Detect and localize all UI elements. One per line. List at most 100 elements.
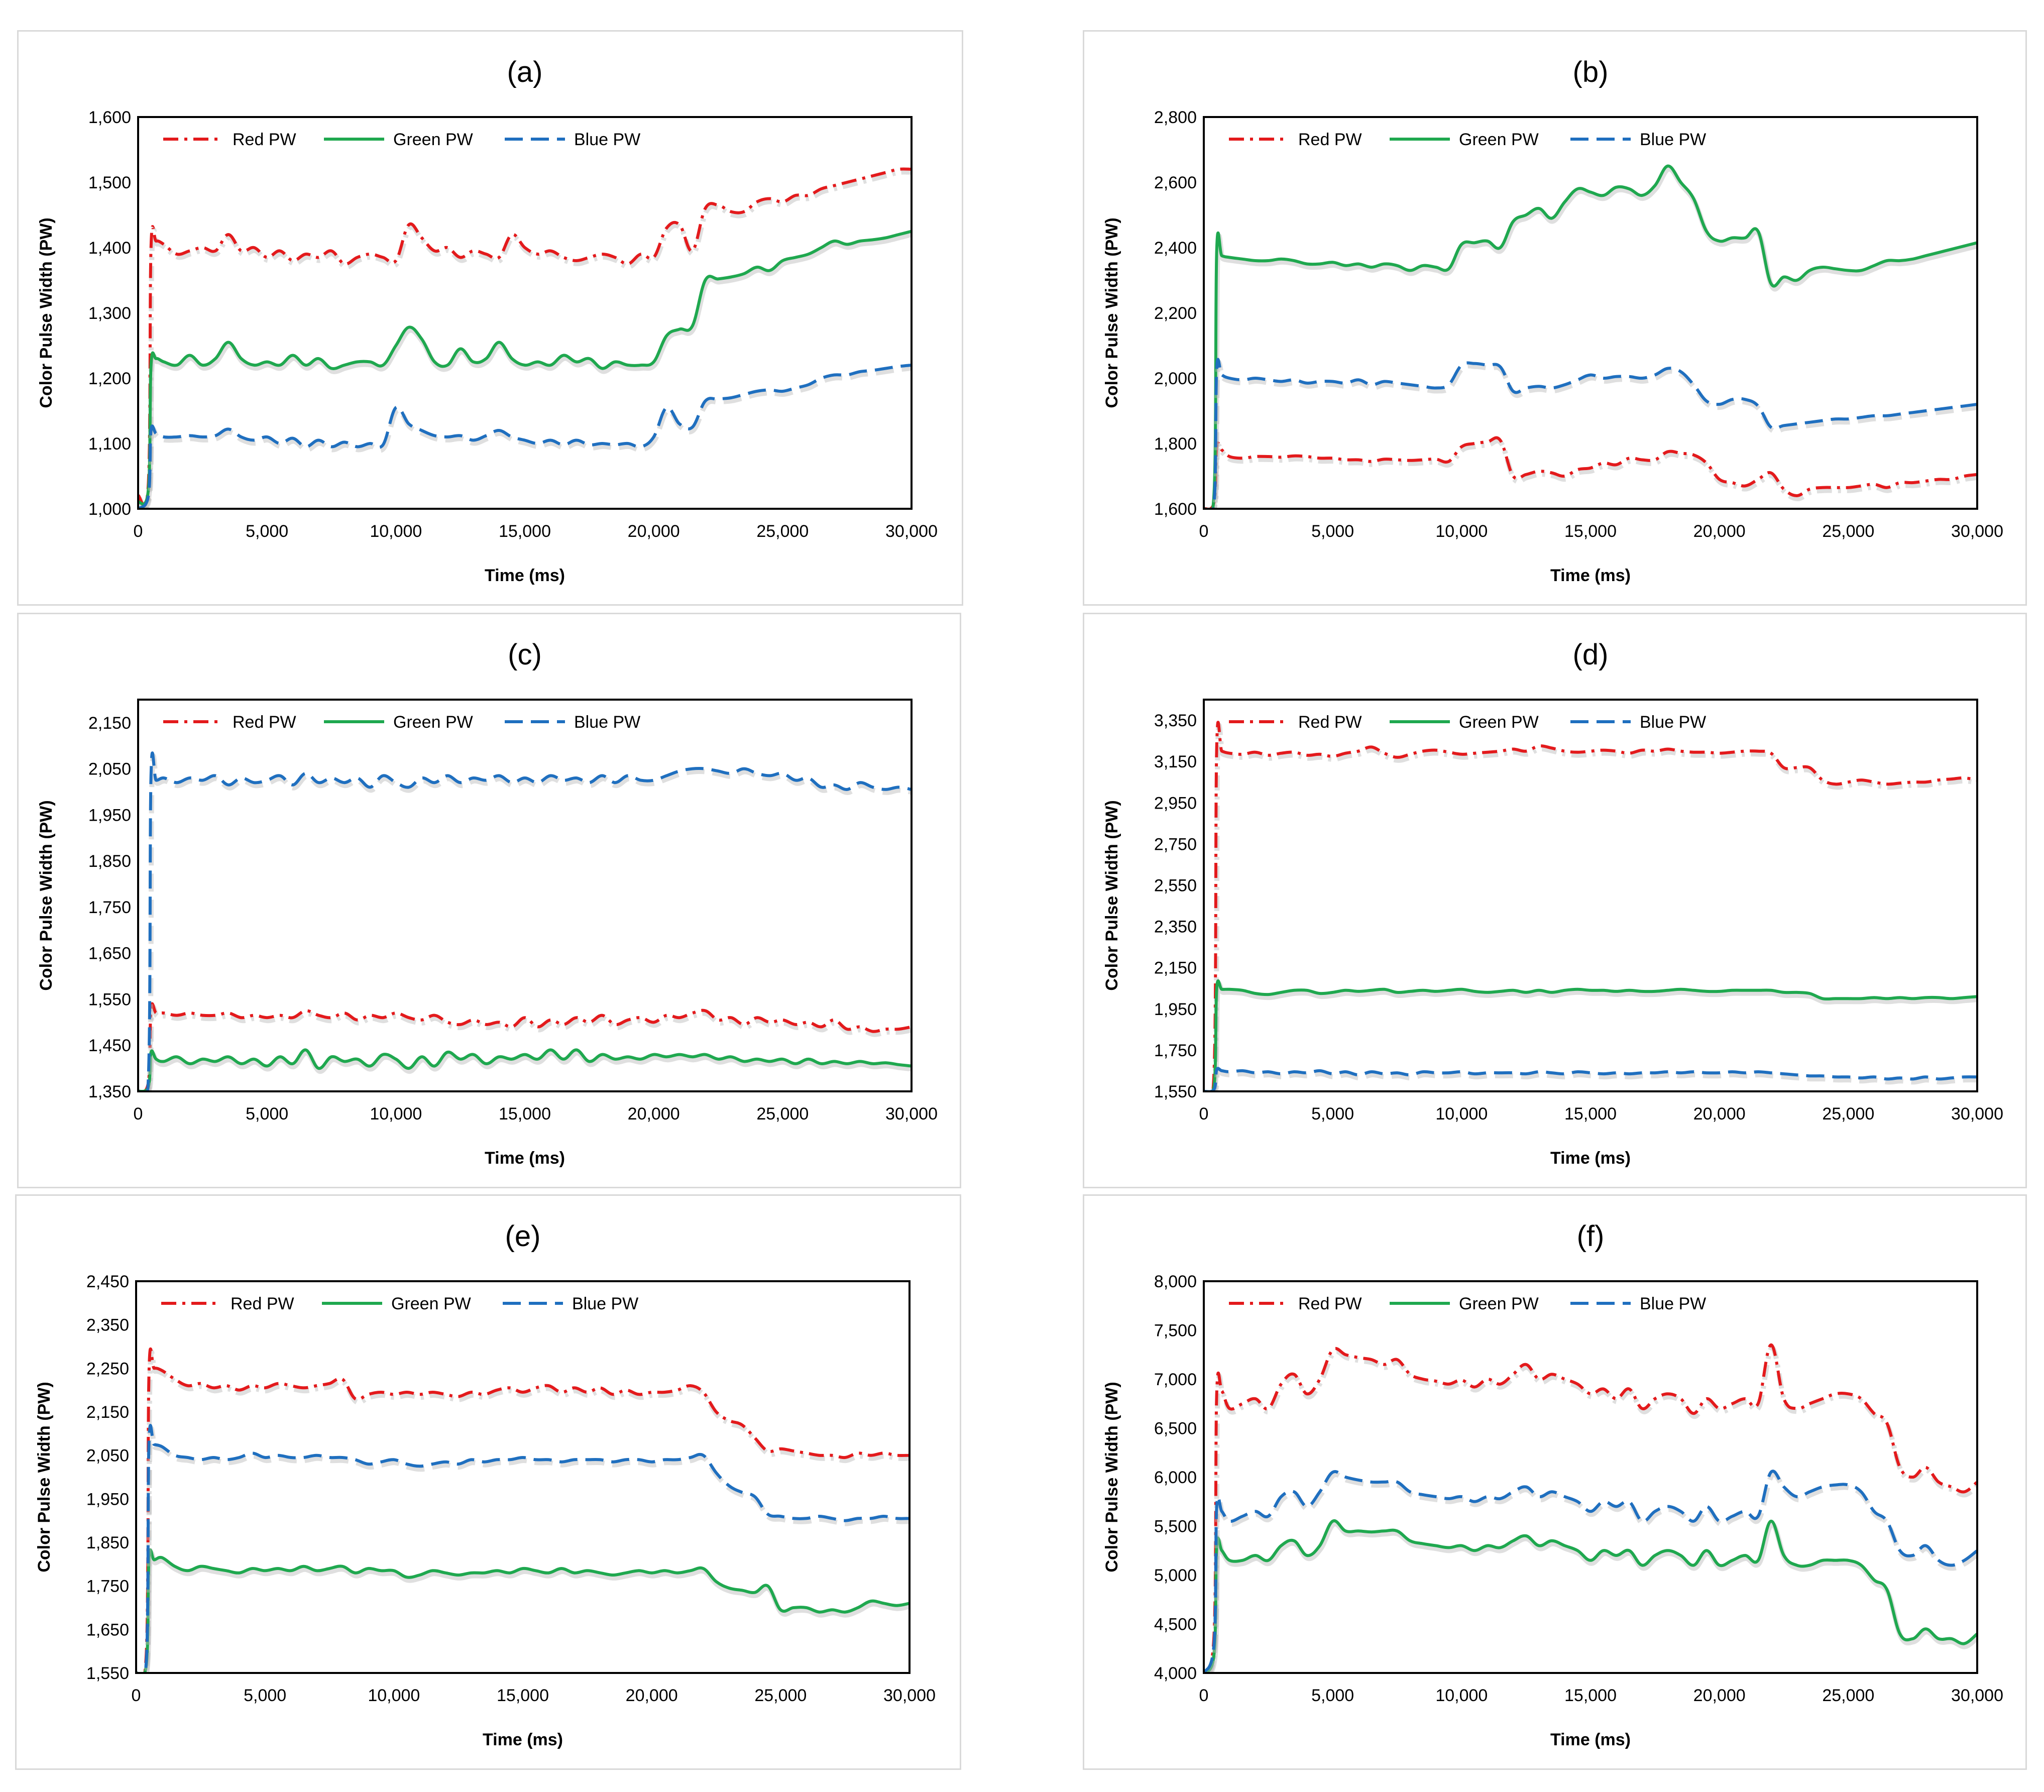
series-line-red-pw-c [138,1002,912,1091]
series-line-blue-pw-f [1204,1470,1977,1673]
x-axis-label-d: Time (ms) [1550,1149,1631,1168]
x-axis-label-e: Time (ms) [483,1730,563,1749]
x-tick-label-b: 0 [1199,522,1209,541]
x-tick-label-b: 25,000 [1822,522,1874,541]
x-tick-label-e: 10,000 [368,1686,420,1705]
chart-panel-c: (c) 1,350 1,450 1,550 1,650 1,750 1,850 1,950 2,… [17,613,961,1188]
x-tick-label-f: 15,000 [1564,1686,1617,1705]
chart-e: (e) 1,550 1,650 1,750 1,850 1,950 2,050 2,150 2,… [35,1220,936,1749]
series-line-green-pw-a [138,230,912,506]
x-tick-label-e: 0 [132,1686,141,1705]
x-tick-label-b: 30,000 [1951,522,2003,541]
x-tick-label-a: 25,000 [756,522,809,541]
series-line-green-pw-e [136,1548,910,1673]
x-tick-label-f: 0 [1199,1686,1209,1705]
y-tick-label-b: 2,600 [1154,173,1197,192]
x-tick-label-a: 5,000 [246,522,288,541]
y-tick-label-e: 1,550 [86,1664,129,1683]
series-line-green-pw-c [138,1048,912,1091]
chart-a: (a) 1,000 1,100 1,200 1,300 1,400 1,500 1,600 0 5… [37,56,938,585]
series-line-blue-pw-c [138,751,912,1091]
series-line-blue-pw-a [138,364,912,509]
x-tick-label-c: 25,000 [756,1104,809,1124]
legend-label-f: Green PW [1459,1294,1539,1313]
y-tick-label-b: 2,000 [1154,369,1197,388]
series-line-green-pw-d [1204,979,1977,1091]
legend-label-e: Blue PW [572,1294,638,1313]
y-tick-label-a: 1,600 [88,108,131,127]
y-tick-label-c: 1,850 [88,852,131,871]
legend-label-d: Blue PW [1640,713,1706,732]
chart-title-f: (f) [1577,1220,1605,1253]
series-shadow-f [1204,1345,1977,1673]
chart-panel-f: (f) 4,000 4,500 5,000 5,500 6,000 6,500 7,000 7,… [1083,1194,2027,1770]
x-tick-label-a: 15,000 [499,522,551,541]
chart-title-b: (b) [1573,56,1609,88]
y-tick-label-d: 2,950 [1154,794,1197,813]
x-tick-label-f: 25,000 [1822,1686,1874,1705]
y-tick-label-e: 2,050 [86,1446,129,1466]
series-shadow-b [1212,360,1977,509]
legend-label-e: Green PW [391,1294,471,1313]
x-tick-label-a: 10,000 [370,522,422,541]
y-tick-label-c: 2,150 [88,714,131,733]
y-tick-label-f: 5,500 [1154,1517,1197,1536]
y-tick-label-a: 1,400 [88,239,131,258]
x-tick-label-c: 20,000 [628,1104,680,1124]
chart-panel-e: (e) 1,550 1,650 1,750 1,850 1,950 2,050 2,150 2,… [15,1194,961,1770]
y-tick-label-f: 6,000 [1154,1468,1197,1487]
legend-label-b: Red PW [1298,130,1362,149]
series-line-green-pw-b [1204,164,1977,509]
y-tick-label-d: 2,550 [1154,876,1197,895]
x-tick-label-f: 20,000 [1693,1686,1746,1705]
y-tick-label-f: 7,500 [1154,1321,1197,1340]
legend-label-f: Red PW [1298,1294,1362,1313]
series-shadow-c [145,1050,912,1091]
y-axis-label-f: Color Pulse Width (PW) [1102,1382,1121,1572]
y-tick-label-b: 1,800 [1154,434,1197,454]
plot-area-a [137,116,913,510]
legend-label-f: Blue PW [1640,1294,1706,1313]
series-shadow-a [138,232,912,509]
x-tick-label-f: 10,000 [1435,1686,1488,1705]
x-tick-label-d: 15,000 [1564,1104,1617,1124]
legend-label-b: Green PW [1459,130,1539,149]
x-tick-label-f: 30,000 [1951,1686,2003,1705]
chart-b: (b) 1,600 1,800 2,000 2,200 2,400 2,600 2,800 0 5… [1102,56,2003,585]
x-tick-label-b: 15,000 [1564,522,1617,541]
chart-title-c: (c) [508,638,542,671]
series-line-red-pw-a [138,167,912,508]
y-tick-label-b: 2,800 [1154,108,1197,127]
series-shadow-b [1211,438,1977,509]
y-tick-label-d: 2,350 [1154,918,1197,937]
legend-label-c: Red PW [233,713,296,732]
chart-title-a: (a) [507,56,543,88]
y-tick-label-d: 1,550 [1154,1082,1197,1101]
x-tick-label-c: 0 [134,1104,143,1124]
x-tick-label-e: 20,000 [626,1686,678,1705]
y-tick-label-e: 2,450 [86,1272,129,1291]
x-tick-label-b: 5,000 [1311,522,1354,541]
legend-label-c: Green PW [393,713,473,732]
series-shadow-b [1211,166,1977,509]
series-shadow-d [1212,1069,1977,1091]
x-tick-label-b: 10,000 [1435,522,1488,541]
chart-d: (d) 1,550 1,750 1,950 2,150 2,350 2,550 2,750 2,… [1102,638,2003,1168]
y-tick-label-f: 4,000 [1154,1664,1197,1683]
legend-label-a: Green PW [393,130,473,149]
legend-label-a: Red PW [233,130,296,149]
series-shadow-d [1212,981,1977,1091]
y-tick-label-e: 1,650 [86,1620,129,1639]
series-shadow-e [144,1426,910,1673]
chart-c: (c) 1,350 1,450 1,550 1,650 1,750 1,850 1,950 2,… [37,638,938,1168]
y-tick-label-d: 2,750 [1154,835,1197,854]
x-axis-label-f: Time (ms) [1550,1730,1631,1749]
series-line-blue-pw-b [1204,358,1977,509]
y-tick-label-c: 2,050 [88,760,131,779]
plot-area-c [137,699,913,1092]
chart-f: (f) 4,000 4,500 5,000 5,500 6,000 6,500 7,000 7,… [1102,1220,2003,1749]
series-shadow-e [143,1349,910,1673]
series-line-green-pw-f [1204,1519,1977,1673]
x-tick-label-a: 0 [134,522,143,541]
chart-title-d: (d) [1573,638,1609,671]
